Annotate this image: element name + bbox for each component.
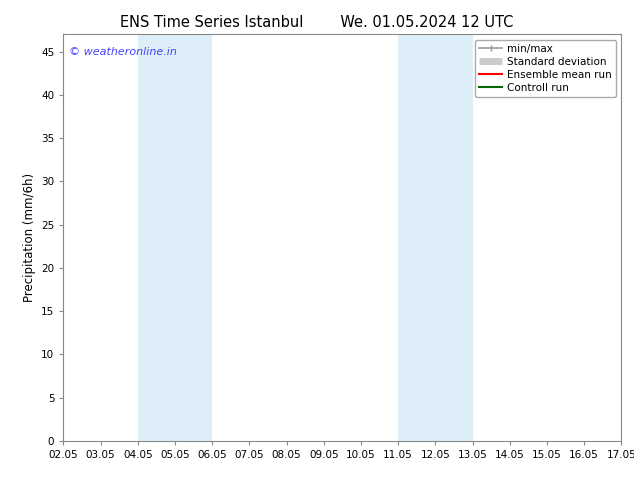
Text: ENS Time Series Istanbul        We. 01.05.2024 12 UTC: ENS Time Series Istanbul We. 01.05.2024 …	[120, 15, 514, 30]
Bar	[398, 34, 472, 441]
Bar	[138, 34, 212, 441]
Y-axis label: Precipitation (mm/6h): Precipitation (mm/6h)	[23, 173, 36, 302]
Text: © weatheronline.in: © weatheronline.in	[69, 47, 177, 56]
Legend: min/max, Standard deviation, Ensemble mean run, Controll run: min/max, Standard deviation, Ensemble me…	[475, 40, 616, 97]
